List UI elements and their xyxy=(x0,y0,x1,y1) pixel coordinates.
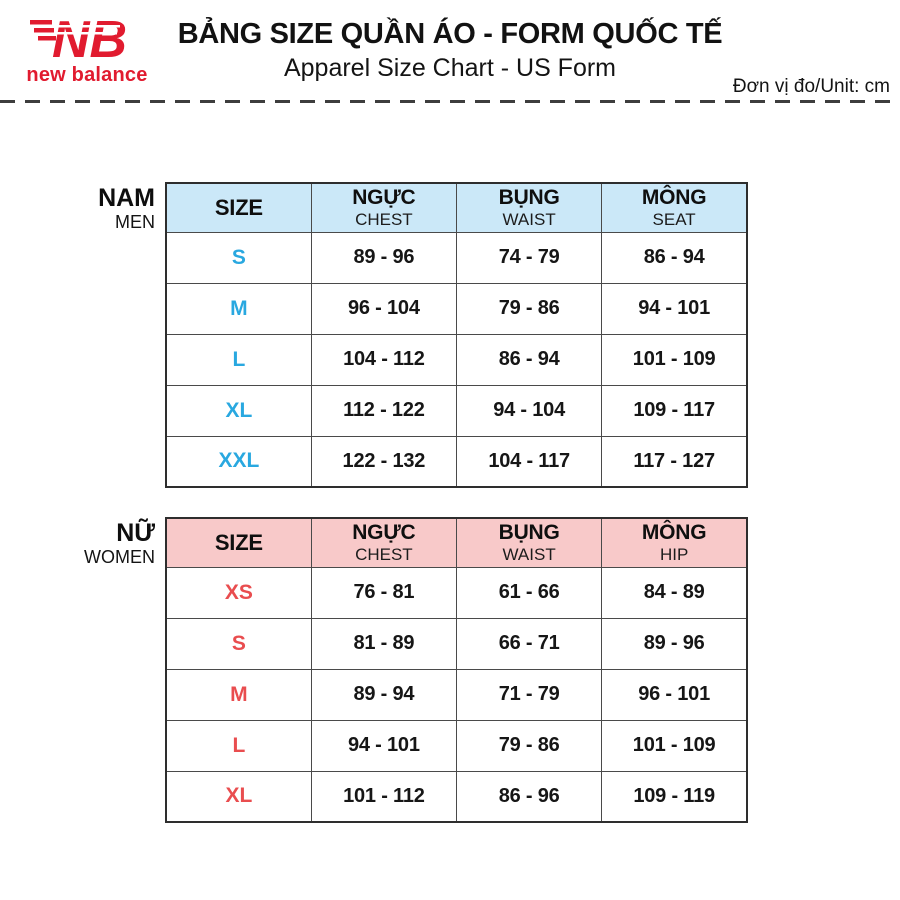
men-table-header: SIZE NGỰC CHEST BỤNG WAIST MÔNG SEAT xyxy=(165,182,748,233)
chest-range: 101 - 112 xyxy=(310,770,458,823)
women-header-waist: BỤNG WAIST xyxy=(455,517,603,568)
waist-range: 79 - 86 xyxy=(455,719,603,772)
size-value: XL xyxy=(165,770,312,823)
page-title-english: Apparel Size Chart - US Form xyxy=(283,54,617,82)
men-header-seat: MÔNG SEAT xyxy=(601,182,748,233)
women-table-header: SIZE NGỰC CHEST BỤNG WAIST MÔNG HIP xyxy=(165,517,748,568)
seat-range: 117 - 127 xyxy=(601,435,748,488)
chest-range: 89 - 96 xyxy=(310,231,458,284)
dashed-divider xyxy=(0,100,900,103)
logo-speed-stripes xyxy=(30,20,56,41)
hip-range: 96 - 101 xyxy=(601,668,748,721)
chest-range: 76 - 81 xyxy=(310,566,458,619)
men-header-row: SIZE NGỰC CHEST BỤNG WAIST MÔNG SEAT xyxy=(165,182,748,233)
men-label-english: MEN xyxy=(115,212,155,233)
seat-range: 86 - 94 xyxy=(601,231,748,284)
women-label-vietnamese: NỮ xyxy=(116,519,155,547)
waist-range: 94 - 104 xyxy=(455,384,603,437)
seat-range: 109 - 117 xyxy=(601,384,748,437)
table-row: S 81 - 89 66 - 71 89 - 96 xyxy=(165,617,748,670)
size-value: L xyxy=(165,333,312,386)
size-value: XS xyxy=(165,566,312,619)
table-row: XXL 122 - 132 104 - 117 117 - 127 xyxy=(165,435,748,488)
chest-range: 122 - 132 xyxy=(310,435,458,488)
women-label-english: WOMEN xyxy=(84,547,155,568)
women-header-hip: MÔNG HIP xyxy=(601,517,748,568)
page-title-vietnamese: BẢNG SIZE QUẦN ÁO - FORM QUỐC TẾ xyxy=(177,18,723,50)
chest-range: 89 - 94 xyxy=(310,668,458,721)
men-section-label: NAM MEN xyxy=(50,185,155,232)
size-value: XL xyxy=(165,384,312,437)
men-header-chest: NGỰC CHEST xyxy=(310,182,458,233)
seat-range: 101 - 109 xyxy=(601,333,748,386)
men-size-table: SIZE NGỰC CHEST BỤNG WAIST MÔNG SEAT S 8… xyxy=(165,182,748,488)
women-header-row: SIZE NGỰC CHEST BỤNG WAIST MÔNG HIP xyxy=(165,517,748,568)
table-row: XL 112 - 122 94 - 104 109 - 117 xyxy=(165,384,748,437)
waist-range: 61 - 66 xyxy=(455,566,603,619)
size-value: L xyxy=(165,719,312,772)
logo-stripe-slits xyxy=(55,25,120,35)
women-header-size: SIZE xyxy=(165,517,312,568)
waist-range: 66 - 71 xyxy=(455,617,603,670)
waist-range: 86 - 94 xyxy=(455,333,603,386)
women-header-chest: NGỰC CHEST xyxy=(310,517,458,568)
waist-range: 79 - 86 xyxy=(455,282,603,335)
hip-range: 109 - 119 xyxy=(601,770,748,823)
hip-range: 84 - 89 xyxy=(601,566,748,619)
size-value: S xyxy=(165,617,312,670)
chest-range: 94 - 101 xyxy=(310,719,458,772)
table-row: M 96 - 104 79 - 86 94 - 101 xyxy=(165,282,748,335)
table-row: XS 76 - 81 61 - 66 84 - 89 xyxy=(165,566,748,619)
chest-range: 81 - 89 xyxy=(310,617,458,670)
table-row: XL 101 - 112 86 - 96 109 - 119 xyxy=(165,770,748,823)
men-label-vietnamese: NAM xyxy=(98,184,155,212)
men-header-waist: BỤNG WAIST xyxy=(455,182,603,233)
men-header-size: SIZE xyxy=(165,182,312,233)
women-section-label: NỮ WOMEN xyxy=(50,520,155,567)
new-balance-logo: NB new balance xyxy=(12,8,162,90)
chest-range: 112 - 122 xyxy=(310,384,458,437)
table-row: L 94 - 101 79 - 86 101 - 109 xyxy=(165,719,748,772)
size-value: XXL xyxy=(165,435,312,488)
nb-logo-icon: NB xyxy=(30,12,127,64)
waist-range: 74 - 79 xyxy=(455,231,603,284)
waist-range: 71 - 79 xyxy=(455,668,603,721)
women-size-table: SIZE NGỰC CHEST BỤNG WAIST MÔNG HIP XS 7… xyxy=(165,517,748,823)
size-value: M xyxy=(165,282,312,335)
chest-range: 96 - 104 xyxy=(310,282,458,335)
size-value: M xyxy=(165,668,312,721)
logo-monogram: NB xyxy=(52,12,127,64)
seat-range: 94 - 101 xyxy=(601,282,748,335)
chest-range: 104 - 112 xyxy=(310,333,458,386)
hip-range: 89 - 96 xyxy=(601,617,748,670)
waist-range: 104 - 117 xyxy=(455,435,603,488)
table-row: L 104 - 112 86 - 94 101 - 109 xyxy=(165,333,748,386)
unit-note: Đơn vị đo/Unit: cm xyxy=(732,76,890,97)
table-row: M 89 - 94 71 - 79 96 - 101 xyxy=(165,668,748,721)
waist-range: 86 - 96 xyxy=(455,770,603,823)
hip-range: 101 - 109 xyxy=(601,719,748,772)
logo-wordmark: new balance xyxy=(26,64,148,86)
table-row: S 89 - 96 74 - 79 86 - 94 xyxy=(165,231,748,284)
size-value: S xyxy=(165,231,312,284)
